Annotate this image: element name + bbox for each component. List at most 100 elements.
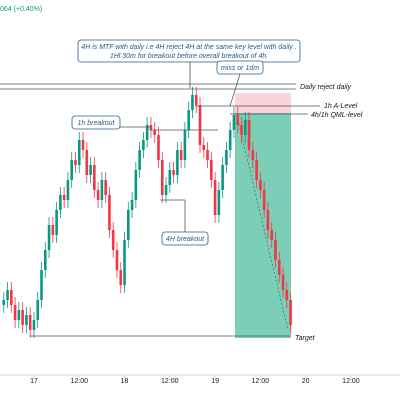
pointer [229,73,241,107]
candle-body [74,160,77,165]
candle-body [51,225,55,235]
note-box [216,60,264,75]
candle-body [179,150,183,160]
candle-body [10,290,13,305]
candle-body [217,190,221,215]
candle-body [43,250,47,270]
candle-body [277,260,281,275]
candle-body [70,160,73,180]
candle-body [36,300,40,320]
x-tick-label: 12:00 [342,378,360,385]
candle-body [168,170,172,185]
level-label: Target [295,335,316,342]
candle-body [6,290,9,300]
x-tick-label: 12:00 [70,378,88,385]
candle-body [77,140,81,165]
candle-body [285,290,289,300]
candle-body [32,320,36,330]
candle-body [202,145,206,150]
candle-body [274,240,277,260]
note-box [77,39,301,63]
candle-body [191,95,194,110]
x-tick-label: 12:00 [252,378,270,385]
candle-body [25,315,28,325]
candle-body [160,160,164,195]
price-change: 064 (+0.40%) [0,6,42,13]
candle-body [251,150,255,160]
x-tick-label: 17 [30,378,38,385]
candle-body [2,300,6,305]
candle-body [232,115,236,130]
candle-body [89,165,92,175]
candle-body [100,180,104,200]
candle-body [149,125,153,130]
candle-body [123,240,126,285]
note-box [71,115,121,130]
candle-body [206,150,209,160]
candle-body [213,180,217,215]
candle-body [21,310,24,325]
candle-body [55,210,58,235]
candle-body [119,270,123,285]
candle-body [172,170,175,175]
candle-body [247,120,251,150]
candle-body [66,180,70,200]
candle-body [164,185,168,195]
candle-body [111,230,115,250]
x-tick-label: 18 [121,378,129,385]
candle-body [281,275,285,290]
note-text: 1Hl 30m for breakout before overall brea… [110,53,268,60]
candle-body [240,125,243,135]
level-label: 1h A-Level [324,103,358,110]
candle-body [13,305,17,320]
candle-body [40,270,43,300]
candle-body [187,110,190,130]
candle-body [221,165,224,190]
candle-body [255,160,258,180]
candle-body [243,120,247,135]
candle-body [115,250,119,270]
candle-body [138,150,141,170]
candle-body [127,210,130,240]
candle-body [289,300,292,325]
candle-body [270,230,273,240]
candle-body [183,130,187,160]
x-tick-label: 20 [302,378,310,385]
candle-body [266,210,270,230]
candle-body [145,125,149,140]
level-label: 4h/1h QML-level [311,112,363,119]
candle-body [59,195,62,210]
candle-body [134,170,138,200]
note-text: 1h breakout [78,120,116,127]
candle-body [62,195,66,200]
candle-body [130,200,134,210]
level-lines [0,62,320,337]
note-text: 4H breakout [166,236,205,243]
stop-zone [235,93,291,113]
candle-body [142,140,145,150]
candle-body [96,190,100,200]
candle-body [198,105,202,145]
candle-body [93,165,96,190]
candle-body [194,95,198,105]
candle-body [153,130,157,135]
candle-body [47,225,51,250]
candle-body [259,180,262,190]
candle-body [210,160,213,180]
candle-body [228,130,232,150]
candle-body [236,115,240,125]
candle-body [85,150,89,175]
x-tick-label: 12:00 [161,378,179,385]
candle-body [176,150,179,175]
note-text: miss or 1dm [221,65,259,72]
candle-body [28,315,32,330]
level-label: Daily reject daily [300,84,351,91]
note-box [161,231,209,246]
x-tick-label: 19 [211,378,219,385]
candles [2,87,292,338]
candle-body [108,195,111,230]
candle-body [17,310,21,320]
note-text: 4H is MTF with daily i.e 4H reject 4H at… [81,44,296,51]
candle-body [262,190,266,210]
